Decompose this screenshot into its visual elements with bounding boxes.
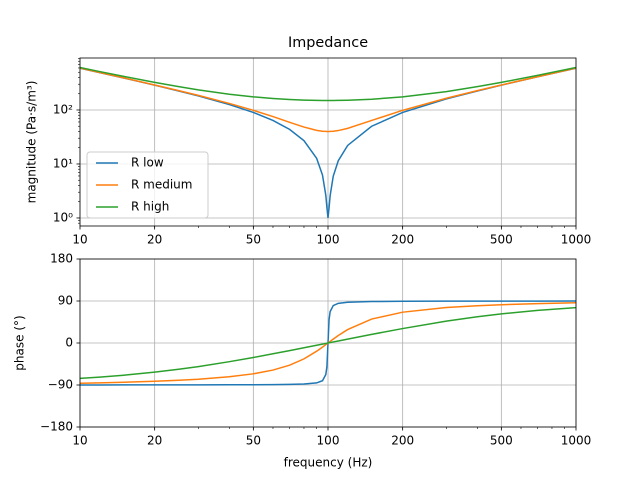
y-tick-label: −90 <box>48 378 73 392</box>
x-tick-label: 1000 <box>561 434 592 448</box>
x-tick-label: 10 <box>72 233 87 247</box>
x-tick-label: 100 <box>317 233 340 247</box>
y-tick-label: 90 <box>58 294 73 308</box>
y-tick-label: 10¹ <box>53 156 73 170</box>
x-tick-label: 500 <box>490 233 513 247</box>
y-tick-label: 0 <box>65 336 73 350</box>
y-tick-label: −180 <box>40 420 73 434</box>
axes-frame <box>79 258 577 428</box>
x-tick-label: 20 <box>147 233 162 247</box>
y-tick-label: 10² <box>53 102 73 116</box>
series-line <box>80 302 576 384</box>
x-tick-label: 500 <box>490 434 513 448</box>
series-line <box>80 300 576 386</box>
legend-label: R medium <box>131 178 192 192</box>
axes-frame <box>79 57 577 227</box>
x-tick-label: 1000 <box>561 233 592 247</box>
series-line <box>80 306 576 380</box>
x-tick-label: 50 <box>246 233 261 247</box>
x-axis-label: frequency (Hz) <box>284 456 373 470</box>
series-line <box>80 66 576 102</box>
x-tick-label: 100 <box>317 434 340 448</box>
legend-box <box>86 151 209 219</box>
legend-label: R low <box>131 156 164 170</box>
series-line <box>80 67 576 133</box>
x-tick-label: 10 <box>72 434 87 448</box>
x-tick-label: 200 <box>391 233 414 247</box>
legend-label: R high <box>131 200 169 214</box>
chart-title: Impedance <box>288 35 368 51</box>
y-axis-label: phase (°) <box>13 315 27 370</box>
y-axis-label: magnitude (Pa·s/m³) <box>25 81 39 204</box>
y-tick-label: 10⁰ <box>53 210 73 224</box>
y-tick-label: 180 <box>50 252 73 266</box>
x-tick-label: 200 <box>391 434 414 448</box>
x-tick-label: 50 <box>246 434 261 448</box>
x-tick-label: 20 <box>147 434 162 448</box>
